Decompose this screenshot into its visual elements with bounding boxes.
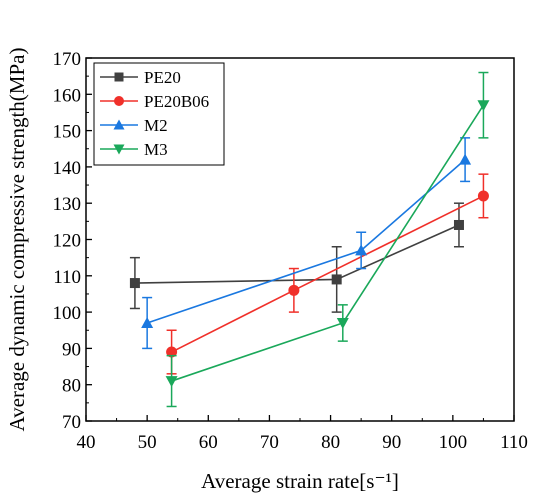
y-axis-title: Average dynamic compressive strength(MPa…	[5, 48, 29, 432]
x-axis-title: Average strain rate[s⁻¹]	[201, 469, 399, 493]
series-line	[134, 224, 460, 284]
x-tick-label: 80	[321, 432, 340, 453]
y-tick-label: 70	[62, 412, 81, 433]
series-m3	[165, 71, 490, 408]
data-point	[331, 274, 342, 285]
legend-marker	[113, 144, 125, 155]
legend-marker	[113, 119, 125, 130]
x-tick-label: 40	[77, 432, 96, 453]
legend-label: M3	[144, 140, 168, 159]
y-tick-label: 110	[53, 267, 81, 288]
series-line	[146, 159, 466, 324]
y-tick-label: 120	[53, 231, 82, 252]
legend: PE20 PE20B06 M2 M3	[93, 62, 225, 166]
x-tick-label: 100	[439, 432, 468, 453]
series-m2	[141, 137, 472, 350]
y-tick-label: 90	[62, 339, 81, 360]
y-tick-label: 170	[53, 49, 82, 70]
data-point	[459, 153, 472, 165]
y-tick-label: 140	[53, 158, 82, 179]
data-point	[336, 317, 349, 329]
data-point	[288, 284, 300, 296]
legend-marker	[114, 96, 124, 106]
series-pe20b06	[166, 173, 489, 375]
legend-label: M2	[144, 116, 168, 135]
data-point	[477, 190, 489, 202]
data-point	[166, 346, 178, 358]
data-point	[477, 100, 490, 112]
data-point	[141, 316, 154, 328]
y-tick-label: 100	[53, 303, 82, 324]
x-tick-label: 110	[500, 432, 528, 453]
y-tick-label: 150	[53, 122, 82, 143]
legend-marker	[114, 72, 124, 82]
data-point	[355, 244, 368, 256]
axes: 40 50 60 70 80 90 100 110 70 80 90 100 110 120 130 140 1…	[53, 49, 528, 453]
x-tick-label: 50	[138, 432, 157, 453]
x-tick-label: 90	[382, 432, 401, 453]
y-tick-label: 130	[53, 194, 82, 215]
data-point	[129, 278, 140, 289]
y-tick-label: 160	[53, 85, 82, 106]
y-tick-label: 80	[62, 376, 81, 397]
legend-label: PE20	[144, 68, 181, 87]
legend-label: PE20B06	[144, 92, 209, 111]
data-point	[453, 219, 464, 230]
x-tick-label: 70	[260, 432, 279, 453]
x-tick-label: 60	[199, 432, 218, 453]
series-pe20	[129, 202, 464, 313]
plot-area	[129, 71, 490, 408]
data-point	[165, 376, 178, 388]
